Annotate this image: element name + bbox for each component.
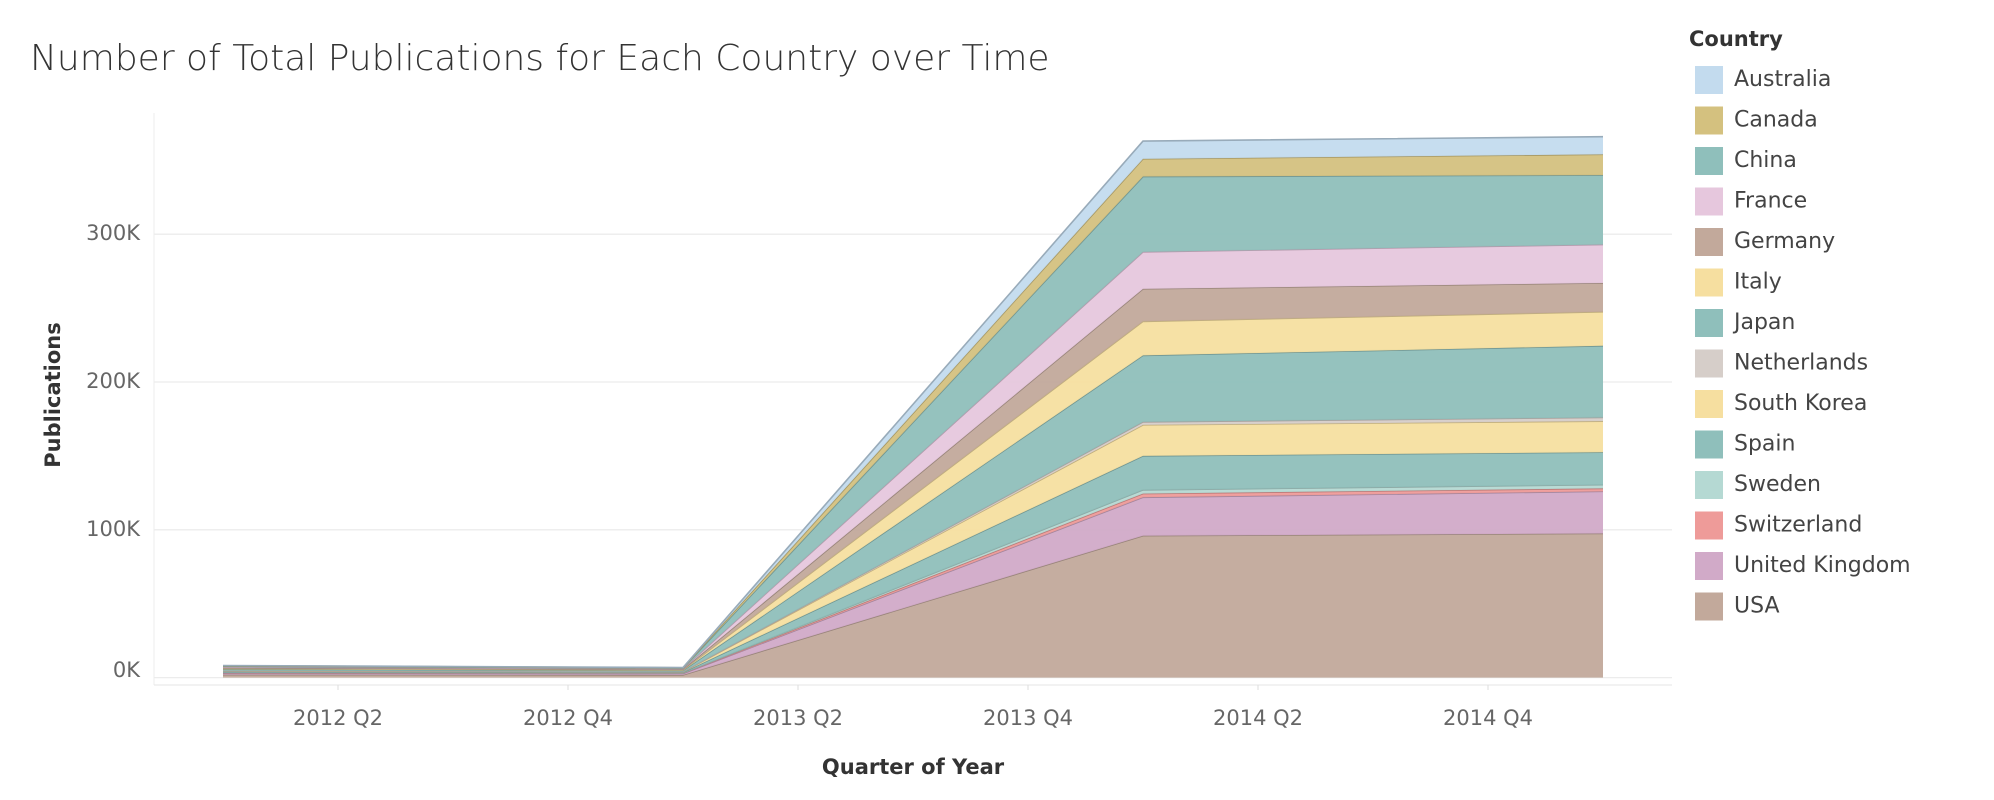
y-tick-label: 300K <box>86 221 141 245</box>
legend-label: Canada <box>1734 108 1818 133</box>
legend-swatch <box>1695 106 1723 135</box>
legend-label: United Kingdom <box>1734 553 1911 578</box>
area-edge <box>222 135 1604 669</box>
area <box>223 452 1603 673</box>
legend-label: France <box>1734 189 1807 214</box>
x-tick-label: 2012 Q4 <box>523 706 613 730</box>
legend-label: China <box>1734 148 1797 173</box>
legend-swatch <box>1695 268 1723 297</box>
legend-swatch <box>1695 430 1723 459</box>
legend-swatch <box>1695 471 1723 499</box>
x-tick-label: 2014 Q2 <box>1213 706 1303 730</box>
x-tick-label: 2014 Q4 <box>1443 706 1533 730</box>
legend-swatch <box>1695 390 1723 418</box>
legend-label: USA <box>1734 594 1780 619</box>
y-axis-title: Publications <box>41 322 65 468</box>
legend-label: Australia <box>1734 67 1831 92</box>
legend-swatch <box>1695 349 1723 378</box>
legend-label: Italy <box>1734 270 1782 295</box>
legend-swatch <box>1695 66 1723 94</box>
legend-swatch <box>1695 309 1723 337</box>
area <box>223 175 1603 669</box>
x-axis-title: Quarter of Year <box>822 755 1005 779</box>
legend-swatch <box>1695 552 1723 580</box>
legend-label: Japan <box>1732 310 1795 335</box>
x-tick-label: 2013 Q2 <box>753 706 843 730</box>
area <box>223 421 1603 673</box>
area <box>223 311 1603 671</box>
legend-swatch <box>1695 592 1723 621</box>
legend-label: South Korea <box>1734 391 1867 416</box>
chart-title: Number of Total Publications for Each Co… <box>30 38 1050 79</box>
area <box>223 345 1603 672</box>
legend-label: Sweden <box>1734 472 1821 497</box>
legend-label: Spain <box>1734 432 1795 457</box>
legend-swatch <box>1695 147 1723 175</box>
legend-label: Germany <box>1734 229 1835 254</box>
x-tick-label: 2012 Q2 <box>293 706 383 730</box>
area <box>223 491 1603 675</box>
y-tick-label: 100K <box>86 517 141 541</box>
legend-swatch <box>1695 228 1723 256</box>
legend-label: Netherlands <box>1734 351 1868 376</box>
y-tick-label: 0K <box>113 658 141 682</box>
legend-label: Switzerland <box>1734 513 1862 538</box>
areas <box>222 135 1604 678</box>
x-tick-label: 2013 Q4 <box>983 706 1073 730</box>
legend-title: Country <box>1689 27 1783 51</box>
legend-swatch <box>1695 187 1723 216</box>
y-tick-label: 200K <box>86 369 141 393</box>
legend-swatch <box>1695 511 1723 540</box>
